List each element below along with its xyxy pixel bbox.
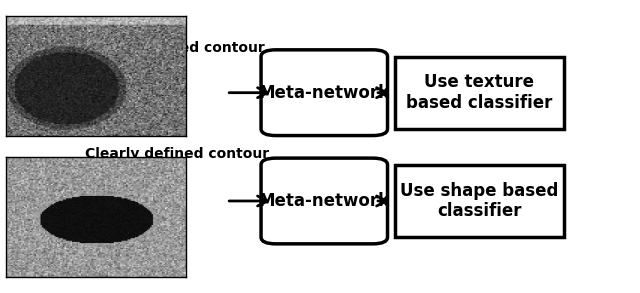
FancyBboxPatch shape — [395, 165, 564, 237]
Text: Clearly defined contour: Clearly defined contour — [85, 147, 269, 161]
FancyBboxPatch shape — [261, 158, 388, 244]
Text: Poorly defined contour: Poorly defined contour — [85, 41, 265, 55]
FancyBboxPatch shape — [395, 57, 564, 129]
Text: Meta-network: Meta-network — [259, 84, 390, 102]
Text: Meta-network: Meta-network — [259, 192, 390, 210]
Text: Use texture
based classifier: Use texture based classifier — [406, 73, 552, 112]
FancyBboxPatch shape — [261, 50, 388, 136]
Text: Use shape based
classifier: Use shape based classifier — [400, 182, 559, 220]
